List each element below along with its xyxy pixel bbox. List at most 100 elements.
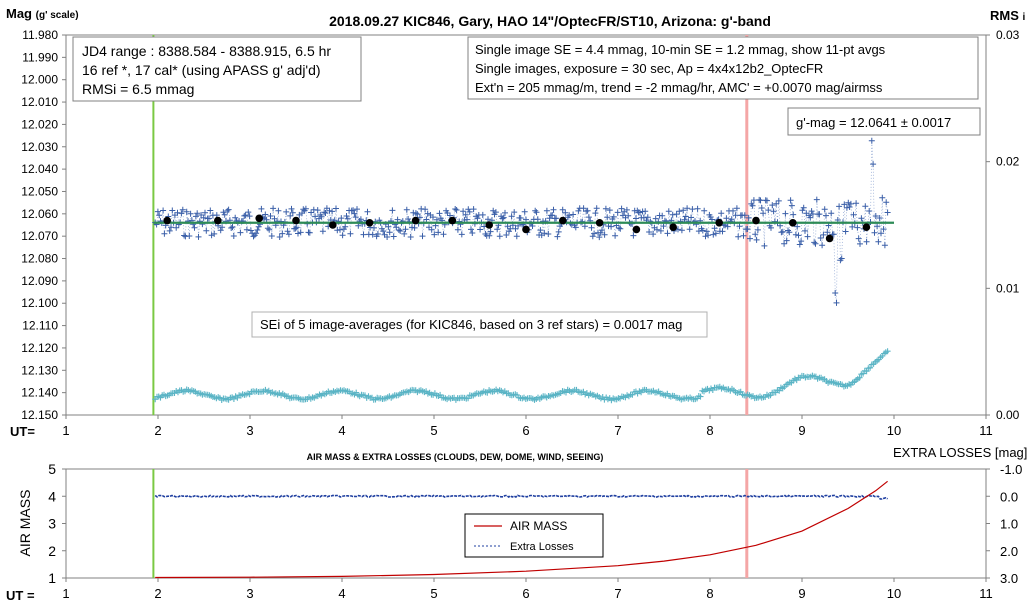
single-image-point	[842, 228, 849, 235]
single-image-point	[492, 209, 499, 216]
single-image-point	[464, 216, 470, 223]
single-image-point	[854, 224, 861, 231]
single-image-point	[326, 207, 333, 214]
top-chart-title: 2018.09.27 KIC846, Gary, HAO 14"/OptecFR…	[329, 13, 771, 29]
single-image-point	[754, 226, 761, 233]
single-image-point	[850, 211, 857, 218]
single-image-point	[295, 230, 301, 237]
bottom-chart: 1 2 3 4 5 -1.0 0.0 1.0 2.0 3.0 1 2 3 4 5 6 7 8 9 10 11 AIR…	[6, 445, 1027, 603]
average-point	[214, 216, 222, 225]
x-tick-label: 6	[522, 423, 529, 438]
y2-tick-label: 0.02	[996, 155, 1020, 169]
single-image-point	[178, 210, 185, 217]
single-image-point	[688, 214, 695, 221]
x-tick-label: 4	[338, 423, 345, 438]
single-image-point	[845, 199, 852, 206]
single-image-point	[874, 223, 881, 230]
annotation-image-se: Single image SE = 4.4 mmag, 10-min SE = …	[475, 42, 886, 57]
single-image-point	[394, 216, 401, 223]
single-image-point	[752, 231, 759, 238]
single-image-point	[711, 225, 718, 232]
single-image-point	[553, 215, 560, 222]
y2-tick-label: 1.0	[1000, 517, 1018, 532]
single-image-point	[786, 229, 793, 236]
single-image-point	[816, 211, 823, 218]
single-image-point	[200, 214, 207, 221]
single-image-point	[847, 200, 854, 207]
single-image-point	[680, 207, 687, 214]
info-box-gmag: g'-mag = 12.0641 ± 0.0017	[787, 107, 981, 136]
single-image-point	[156, 212, 163, 219]
single-image-points	[152, 137, 891, 306]
single-image-point	[884, 209, 891, 216]
single-image-point	[543, 207, 550, 214]
single-image-point	[559, 206, 566, 213]
single-image-point	[633, 215, 639, 222]
single-image-point	[562, 209, 569, 216]
single-image-point	[422, 206, 429, 213]
y2-tick-label: 3.0	[1000, 571, 1018, 586]
reference-star-point	[856, 374, 863, 381]
single-image-point	[397, 228, 404, 234]
single-image-point	[499, 215, 506, 222]
single-image-point	[592, 210, 599, 217]
single-image-point	[364, 208, 371, 215]
single-image-point	[883, 199, 890, 206]
single-image-point	[782, 210, 789, 217]
single-image-point	[322, 210, 329, 216]
single-image-point	[279, 230, 286, 237]
y-tick-label: 12.020	[21, 117, 58, 131]
single-image-point	[245, 209, 252, 216]
single-image-point	[224, 207, 231, 214]
x-tick-label: 5	[430, 586, 437, 601]
single-image-point	[486, 232, 493, 239]
single-image-point	[500, 214, 507, 221]
single-image-point	[217, 227, 224, 234]
single-image-point	[329, 208, 336, 215]
single-image-point	[545, 231, 552, 237]
single-image-point	[817, 235, 824, 241]
y-tick-label: 12.030	[21, 140, 58, 154]
single-image-point	[787, 197, 794, 204]
single-image-point	[161, 230, 168, 237]
single-image-point	[710, 231, 717, 238]
single-image-point	[812, 240, 819, 247]
single-image-point	[275, 207, 282, 214]
single-image-point	[761, 242, 768, 249]
y-tick-label: 11.980	[22, 28, 58, 42]
single-image-point	[470, 206, 477, 213]
single-image-point	[452, 206, 459, 212]
single-image-point	[312, 213, 319, 220]
y-tick-label: 12.150	[21, 408, 58, 422]
y-tick-label: 5	[48, 461, 56, 477]
info-box-left: JD4 range : 8388.584 - 8388.915, 6.5 hr …	[72, 36, 362, 102]
single-image-point	[745, 214, 752, 221]
single-image-point	[862, 203, 869, 210]
y-tick-label: 12.090	[21, 274, 58, 288]
single-image-point	[453, 207, 460, 213]
single-image-point	[169, 207, 176, 214]
single-image-point	[779, 228, 786, 235]
single-image-point	[652, 215, 659, 222]
single-image-point	[709, 216, 715, 223]
single-image-point	[879, 194, 886, 201]
single-image-point	[333, 205, 339, 212]
y2-tick-label: 0.03	[996, 28, 1020, 42]
y-tick-label: 12.140	[21, 386, 58, 400]
annotation-jd-range: JD4 range : 8388.584 - 8388.915, 6.5 hr	[82, 43, 331, 59]
single-image-point	[811, 239, 818, 246]
single-image-point	[384, 234, 391, 240]
single-image-point	[502, 209, 508, 216]
single-image-point	[855, 235, 862, 242]
single-image-point	[858, 215, 865, 222]
average-point	[715, 218, 723, 227]
single-image-point	[625, 212, 632, 219]
single-image-point	[513, 233, 520, 240]
single-image-point	[875, 238, 882, 245]
single-image-point	[790, 211, 797, 218]
single-image-point	[380, 228, 387, 235]
air-mass-line	[155, 480, 888, 579]
average-point	[365, 218, 374, 227]
y-tick-label: 12.010	[21, 95, 58, 109]
